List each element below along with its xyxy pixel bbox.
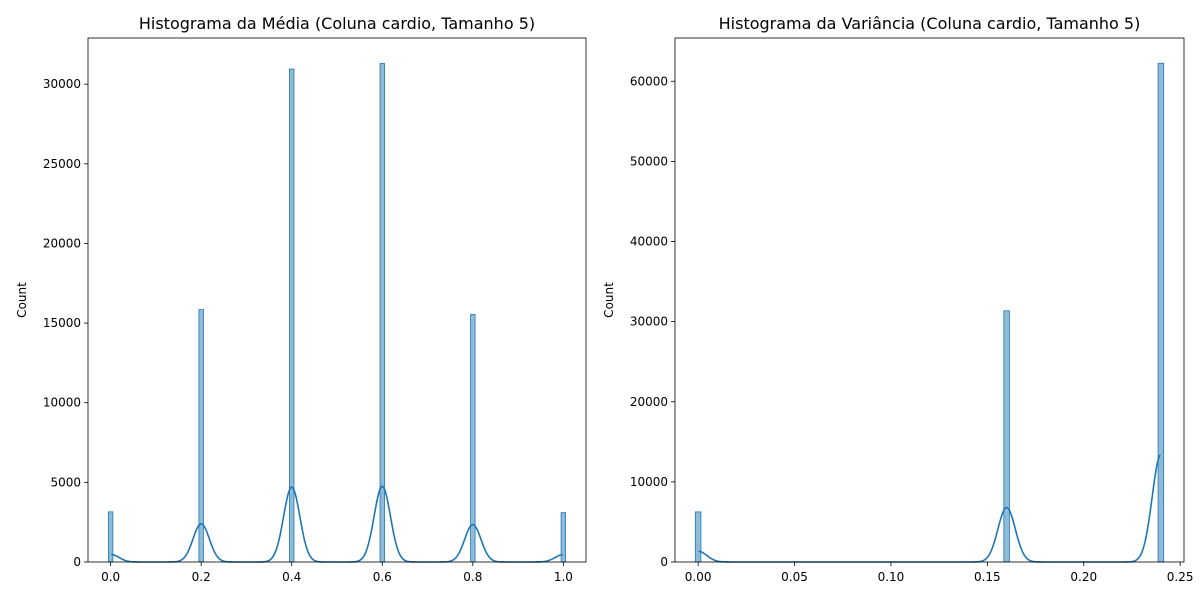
histogram-bar	[1003, 310, 1010, 563]
x-tick-label: 0.4	[282, 570, 301, 584]
chart-media: 0.0 0.2 0.4 0.6 0.8 1.0 0 5000 10000 15000 20000 25…	[15, 14, 587, 584]
y-tick-label: 30000	[43, 77, 81, 91]
y-axis-label: Count	[602, 282, 616, 318]
y-axis-label: Count	[15, 282, 29, 318]
y-tick-label: 10000	[630, 475, 668, 489]
y-tick-label: 10000	[43, 396, 81, 410]
chart-variancia: 0.00 0.05 0.10 0.15 0.20 0.25 0 10000 20000 30000…	[602, 14, 1194, 584]
x-tick-label: 0.8	[463, 570, 482, 584]
y-tick-label: 60000	[630, 74, 668, 88]
x-tick-label: 0.0	[101, 570, 120, 584]
axes-frame	[674, 37, 1185, 563]
histogram-bar	[694, 511, 702, 563]
chart-title: Histograma da Variância (Coluna cardio, …	[719, 14, 1141, 33]
y-tick-label: 20000	[630, 395, 668, 409]
y-tick-label: 40000	[630, 235, 668, 249]
y-tick-label: 15000	[43, 316, 81, 330]
kde-line	[698, 454, 1161, 563]
y-tick-label: 0	[660, 555, 668, 569]
x-tick-label: 0.20	[1070, 570, 1097, 584]
x-tick-label: 0.6	[373, 570, 392, 584]
y-tick-label: 5000	[50, 475, 81, 489]
chart-title: Histograma da Média (Coluna cardio, Tama…	[139, 14, 535, 33]
histogram-bar	[1157, 62, 1165, 563]
x-tick-label: 1.0	[554, 570, 573, 584]
x-tick-label: 0.05	[781, 570, 808, 584]
y-tick-label: 20000	[43, 236, 81, 250]
x-tick-label: 0.2	[192, 570, 211, 584]
x-tick-label: 0.15	[974, 570, 1001, 584]
y-tick-label: 0	[73, 555, 81, 569]
kde-line	[111, 485, 563, 563]
axes-frame	[87, 37, 587, 563]
y-tick-label: 30000	[630, 315, 668, 329]
x-tick-label: 0.25	[1167, 570, 1194, 584]
y-tick-label: 50000	[630, 154, 668, 168]
x-tick-label: 0.10	[878, 570, 905, 584]
x-tick-label: 0.00	[685, 570, 712, 584]
y-tick-label: 25000	[43, 157, 81, 171]
